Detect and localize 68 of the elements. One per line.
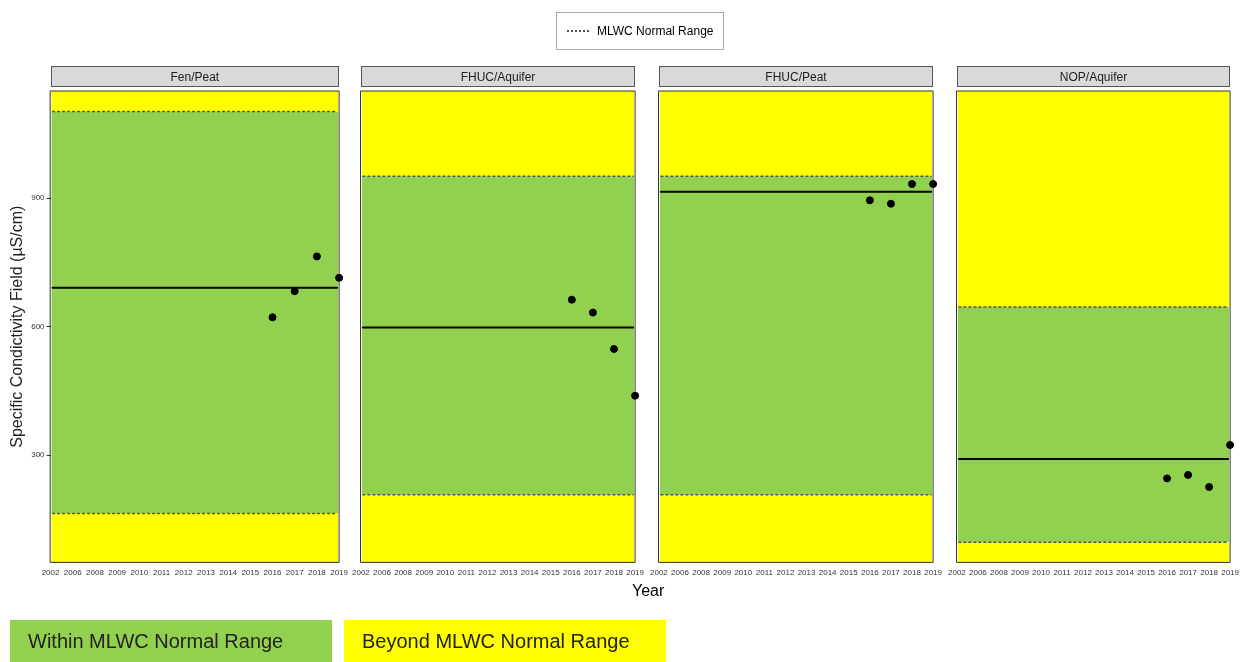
x-tick-label: 2010 (436, 568, 455, 578)
x-tick-label: 2011 (755, 568, 774, 578)
x-tick-label: 2008 (990, 568, 1009, 578)
x-tick-label: 2011 (152, 568, 171, 578)
legend-label: Within MLWC Normal Range (28, 620, 332, 662)
y-tick-label: 600 (31, 321, 46, 331)
x-tick-label: 2019 (626, 568, 645, 578)
x-tick-label: 2002 (41, 568, 60, 578)
x-tick-label: 2014 (1116, 568, 1135, 578)
x-tick-label: 2002 (948, 568, 967, 578)
x-tick-label: 2008 (86, 568, 105, 578)
x-tick-label: 2016 (562, 568, 582, 578)
x-tick-label: 2013 (197, 568, 216, 578)
x-axis-title: Year (632, 582, 665, 600)
x-tick-label: 2011 (457, 568, 476, 578)
x-tick-label: 2010 (1032, 568, 1051, 578)
x-tick-label: 2012 (478, 568, 497, 578)
x-tick-label: 2017 (285, 568, 305, 578)
x-tick-label: 2018 (1200, 568, 1219, 578)
x-tick-label: 2006 (373, 568, 392, 578)
y-tick-label: 300 (31, 450, 46, 460)
x-tick-label: 2017 (1179, 568, 1198, 578)
x-tick-label: 2009 (713, 568, 732, 578)
x-tick-label: 2017 (882, 568, 901, 578)
x-tick-label: 2015 (1137, 568, 1156, 578)
x-tick-label: 2010 (734, 568, 753, 578)
x-tick-label: 2008 (692, 568, 711, 578)
y-tick-label: 900 (31, 193, 46, 203)
x-tick-label: 2015 (839, 568, 859, 578)
x-tick-label: 2016 (263, 568, 282, 578)
x-tick-label: 2018 (903, 568, 922, 578)
x-tick-label: 2012 (1074, 568, 1093, 578)
x-tick-label: 2014 (520, 568, 540, 578)
chart-title: NOP/Aquifer (956, 66, 1231, 87)
x-tick-label: 2012 (776, 568, 795, 578)
x-tick-label: 2013 (1095, 568, 1114, 578)
x-tick-label: 2006 (63, 568, 83, 578)
legend-label: Beyond MLWC Normal Range (362, 620, 666, 662)
x-tick-label: 2019 (1221, 568, 1240, 578)
chart-title: FHUC/Aquifer (360, 66, 636, 87)
x-tick-label: 2015 (541, 568, 561, 578)
x-tick-label: 2013 (499, 568, 518, 578)
x-tick-label: 2012 (174, 568, 194, 578)
x-tick-label: 2016 (1158, 568, 1177, 578)
x-tick-label: 2002 (352, 568, 371, 578)
x-tick-label: 2017 (584, 568, 603, 578)
x-tick-label: 2019 (330, 568, 349, 578)
y-axis-title: Specific Condictivity Field (µS/cm) (8, 205, 26, 448)
x-tick-label: 2009 (415, 568, 434, 578)
x-tick-label: 2013 (797, 568, 816, 578)
legend-label: MLWC Normal Range (597, 24, 714, 38)
x-tick-label: 2016 (860, 568, 880, 578)
x-tick-label: 2010 (130, 568, 149, 578)
x-tick-label: 2018 (308, 568, 327, 578)
x-tick-label: 2018 (605, 568, 624, 578)
chart-title: FHUC/Peat (658, 66, 934, 87)
x-tick-label: 2014 (818, 568, 838, 578)
x-tick-label: 2011 (1053, 568, 1072, 578)
x-tick-label: 2015 (241, 568, 260, 578)
x-tick-label: 2002 (650, 568, 669, 578)
chart-title: Fen/Peat (50, 66, 340, 87)
x-tick-label: 2009 (1011, 568, 1030, 578)
x-tick-label: 2006 (969, 568, 988, 578)
x-tick-label: 2014 (219, 568, 238, 578)
x-tick-label: 2008 (394, 568, 413, 578)
x-tick-label: 2006 (671, 568, 690, 578)
x-tick-label: 2019 (924, 568, 943, 578)
x-tick-label: 2009 (108, 568, 127, 578)
